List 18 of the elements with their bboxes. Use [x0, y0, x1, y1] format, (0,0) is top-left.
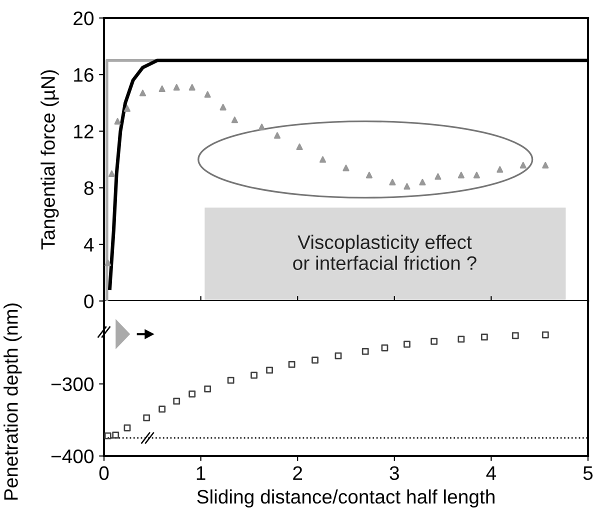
y-tick-label: 4 [84, 238, 94, 252]
y-tick-label: 20 [74, 11, 94, 26]
x-tick-label: 2 [293, 466, 302, 480]
x-tick-label: 5 [583, 466, 593, 480]
y-tick-label: −400 [51, 449, 94, 464]
annotation: Viscoplasticity effect or interfacial friction ? [293, 234, 476, 270]
x-tick-label: 4 [486, 466, 496, 480]
y-tick-label: 0 [84, 294, 94, 308]
x-tick-label: 1 [196, 466, 206, 480]
y-tick-label: 8 [84, 181, 94, 196]
y-tick-label: 12 [74, 124, 94, 138]
x-axis-title: Sliding distance/contact half length [197, 489, 494, 508]
y-axis-title: Penetration depth (nm) [4, 304, 22, 500]
y-axis-title: Tangential force (µN) [40, 70, 59, 250]
x-tick-label: 0 [99, 466, 109, 480]
y-tick-label: −300 [51, 377, 94, 392]
x-tick-label: 3 [390, 466, 399, 480]
y-tick-label: 16 [74, 68, 94, 82]
